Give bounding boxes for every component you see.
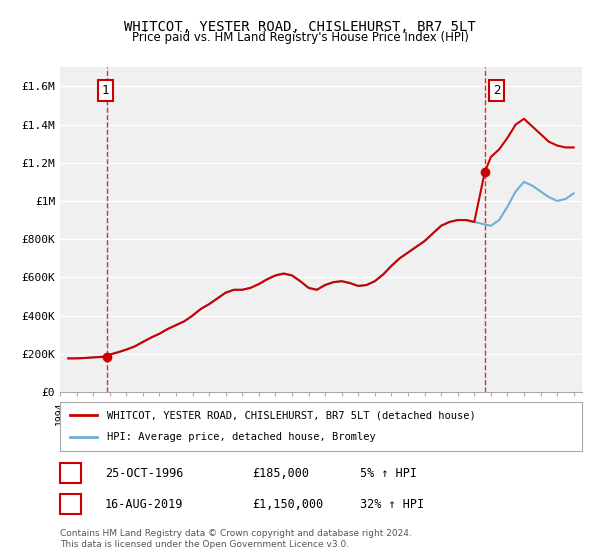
Text: 1: 1	[67, 466, 74, 480]
Text: £1,150,000: £1,150,000	[252, 497, 323, 511]
Text: 2: 2	[67, 497, 74, 511]
Text: HPI: Average price, detached house, Bromley: HPI: Average price, detached house, Brom…	[107, 432, 376, 442]
Text: Price paid vs. HM Land Registry's House Price Index (HPI): Price paid vs. HM Land Registry's House …	[131, 31, 469, 44]
Text: 2: 2	[493, 84, 500, 97]
Text: 32% ↑ HPI: 32% ↑ HPI	[360, 497, 424, 511]
Text: £185,000: £185,000	[252, 466, 309, 480]
Text: WHITCOT, YESTER ROAD, CHISLEHURST, BR7 5LT: WHITCOT, YESTER ROAD, CHISLEHURST, BR7 5…	[124, 20, 476, 34]
Text: 5% ↑ HPI: 5% ↑ HPI	[360, 466, 417, 480]
Text: 16-AUG-2019: 16-AUG-2019	[105, 497, 184, 511]
Text: Contains HM Land Registry data © Crown copyright and database right 2024.
This d: Contains HM Land Registry data © Crown c…	[60, 529, 412, 549]
Text: WHITCOT, YESTER ROAD, CHISLEHURST, BR7 5LT (detached house): WHITCOT, YESTER ROAD, CHISLEHURST, BR7 5…	[107, 410, 476, 421]
Text: 1: 1	[102, 84, 109, 97]
Text: 25-OCT-1996: 25-OCT-1996	[105, 466, 184, 480]
